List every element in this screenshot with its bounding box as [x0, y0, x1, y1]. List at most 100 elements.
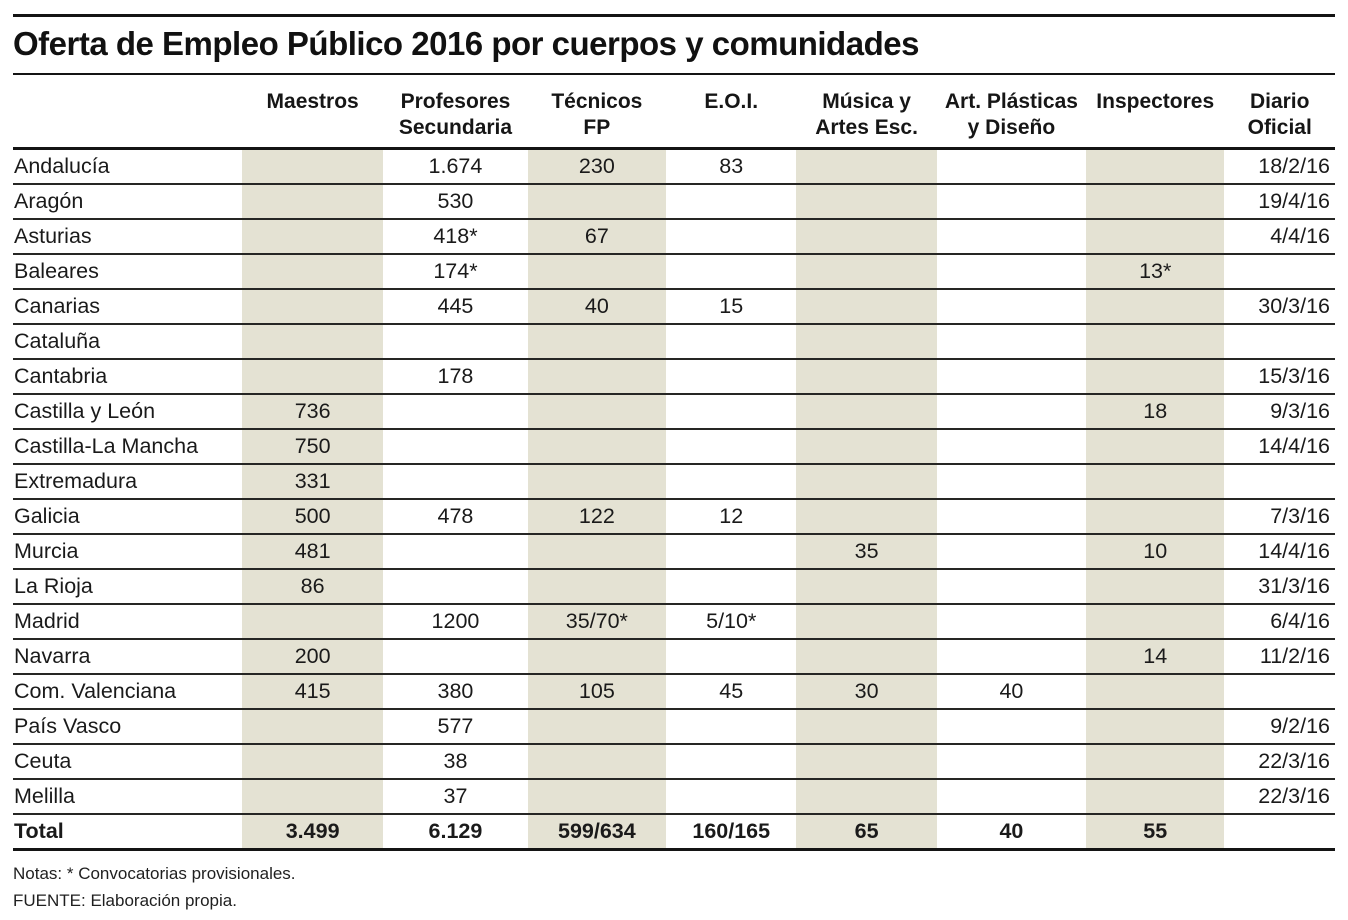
- value-cell: [1086, 323, 1225, 359]
- value-cell: 45: [666, 673, 797, 709]
- value-cell: [1086, 743, 1225, 779]
- diario-oficial-cell: 9/2/16: [1224, 708, 1335, 744]
- diario-oficial-cell: [1224, 323, 1335, 359]
- footnotes: Notas: * Convocatorias provisionales. FU…: [13, 860, 1335, 914]
- value-cell: 35/70*: [527, 603, 667, 639]
- value-cell: [383, 463, 528, 499]
- region-cell: País Vasco: [13, 708, 242, 744]
- diario-oficial-cell: 22/3/16: [1224, 778, 1335, 814]
- value-cell: 174*: [383, 253, 528, 289]
- value-cell: 40: [936, 673, 1087, 709]
- value-cell: [666, 428, 797, 464]
- value-cell: [666, 708, 797, 744]
- table-row: Melilla 37 22/3/16: [13, 778, 1335, 814]
- region-cell: Canarias: [13, 288, 242, 324]
- value-cell: [1086, 778, 1225, 814]
- value-cell: [936, 638, 1087, 674]
- value-cell: 6.129: [383, 813, 528, 851]
- region-cell: Cantabria: [13, 358, 242, 394]
- region-cell: Cataluña: [13, 323, 242, 359]
- value-cell: [241, 603, 384, 639]
- value-cell: [936, 218, 1087, 254]
- region-cell: Murcia: [13, 533, 242, 569]
- value-cell: [666, 183, 797, 219]
- value-cell: 40: [936, 813, 1087, 851]
- value-cell: [936, 533, 1087, 569]
- value-cell: 530: [383, 183, 528, 219]
- value-cell: 200: [241, 638, 384, 674]
- value-cell: 380: [383, 673, 528, 709]
- value-cell: 18: [1086, 393, 1225, 429]
- table-row: Aragón 530 19/4/16: [13, 183, 1335, 219]
- value-cell: [937, 149, 1086, 185]
- value-cell: 478: [383, 498, 528, 534]
- value-cell: [666, 358, 797, 394]
- table-row: Galicia 500 478 122 12 7/3/16: [13, 498, 1335, 534]
- value-cell: 1200: [383, 603, 528, 639]
- value-cell: 500: [241, 498, 384, 534]
- value-cell: [796, 393, 937, 429]
- value-cell: 178: [383, 358, 528, 394]
- table-row: Extremadura 331: [13, 463, 1335, 499]
- region-cell: Asturias: [13, 218, 242, 254]
- value-cell: [796, 358, 937, 394]
- region-cell: Andalucía: [14, 154, 110, 178]
- value-cell: [936, 603, 1087, 639]
- table-row: Ceuta 38 22/3/16: [13, 743, 1335, 779]
- value-cell: 736: [241, 393, 384, 429]
- table-row: Castilla-La Mancha 750 14/4/16: [13, 428, 1335, 464]
- value-cell: [666, 743, 797, 779]
- value-cell: [796, 498, 937, 534]
- value-cell: 331: [241, 463, 384, 499]
- region-cell: Galicia: [13, 498, 242, 534]
- diario-oficial-cell: 30/3/16: [1224, 288, 1335, 324]
- value-cell: [936, 288, 1087, 324]
- value-cell: 5/10*: [666, 603, 797, 639]
- region-cell: La Rioja: [13, 568, 242, 604]
- diario-oficial-cell: 9/3/16: [1224, 393, 1335, 429]
- value-cell: [936, 253, 1087, 289]
- value-cell: 83: [719, 154, 744, 178]
- note-provisional: Notas: * Convocatorias provisionales.: [13, 864, 296, 883]
- value-cell: [796, 708, 937, 744]
- value-cell: 481: [241, 533, 384, 569]
- table-row: Canarias 445 40 15 30/3/16: [13, 288, 1335, 324]
- diario-oficial-cell: 14/4/16: [1224, 428, 1335, 464]
- value-cell: [796, 778, 937, 814]
- top-rule: [13, 14, 1335, 17]
- value-cell: [936, 323, 1087, 359]
- region-cell: Baleares: [13, 253, 242, 289]
- col-header-maestros: Maestros: [241, 75, 384, 150]
- value-cell: [796, 253, 937, 289]
- value-cell: [936, 183, 1087, 219]
- value-cell: [1086, 218, 1225, 254]
- value-cell: [666, 393, 797, 429]
- diario-oficial-cell: [1224, 463, 1335, 499]
- region-cell: Aragón: [13, 183, 242, 219]
- table-row: Cataluña: [13, 323, 1335, 359]
- value-cell: [666, 253, 797, 289]
- diario-oficial-cell: 31/3/16: [1224, 568, 1335, 604]
- value-cell: 1.674: [428, 154, 483, 178]
- total-row: Total 3.499 6.129 599/634 160/165 65 40 55: [13, 813, 1335, 851]
- diario-oficial-cell: 6/4/16: [1224, 603, 1335, 639]
- col-header-inspectores: Inspectores: [1086, 75, 1225, 150]
- value-cell: [1086, 708, 1225, 744]
- value-cell: [527, 778, 667, 814]
- value-cell: [241, 288, 384, 324]
- region-cell: Castilla-La Mancha: [13, 428, 242, 464]
- table-row: La Rioja 86 31/3/16: [13, 568, 1335, 604]
- value-cell: [666, 323, 797, 359]
- value-cell: [527, 568, 667, 604]
- value-cell: [241, 183, 384, 219]
- diario-oficial-cell: [1224, 813, 1335, 851]
- value-cell: [666, 778, 797, 814]
- value-cell: [527, 253, 667, 289]
- value-cell: [527, 183, 667, 219]
- value-cell: [241, 253, 384, 289]
- value-cell: [936, 393, 1087, 429]
- value-cell: [1086, 498, 1225, 534]
- value-cell: [241, 778, 384, 814]
- value-cell: [936, 498, 1087, 534]
- diario-oficial-cell: [1224, 253, 1335, 289]
